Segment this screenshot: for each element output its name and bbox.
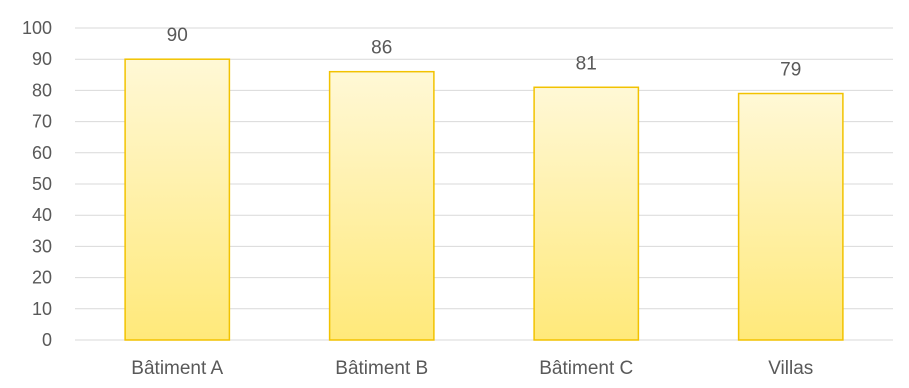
bar — [737, 92, 844, 341]
y-tick-label: 40 — [32, 205, 52, 225]
y-tick-label: 20 — [32, 268, 52, 288]
data-label: 81 — [576, 53, 597, 74]
y-tick-label: 70 — [32, 112, 52, 132]
x-tick-label: Bâtiment C — [539, 358, 633, 379]
x-axis-ticks: Bâtiment A Bâtiment B Bâtiment C Villas — [131, 358, 813, 379]
bar — [124, 58, 231, 341]
y-tick-label: 30 — [32, 236, 52, 256]
bars — [124, 58, 844, 341]
x-tick-label: Bâtiment B — [335, 358, 428, 379]
x-tick-label: Villas — [768, 358, 813, 379]
y-axis-ticks: 0 10 20 30 40 50 60 70 80 90 100 — [22, 18, 52, 350]
bar — [533, 86, 640, 341]
data-label: 79 — [780, 60, 801, 81]
y-tick-label: 10 — [32, 299, 52, 319]
y-tick-label: 0 — [42, 330, 52, 350]
y-tick-label: 60 — [32, 143, 52, 163]
data-labels: 90 86 81 79 — [167, 25, 802, 80]
y-tick-label: 90 — [32, 49, 52, 69]
y-tick-label: 80 — [32, 80, 52, 100]
y-tick-label: 50 — [32, 174, 52, 194]
x-tick-label: Bâtiment A — [131, 358, 223, 379]
data-label: 86 — [371, 38, 392, 59]
data-label: 90 — [167, 25, 188, 46]
y-tick-label: 100 — [22, 18, 52, 38]
bar — [328, 70, 435, 341]
